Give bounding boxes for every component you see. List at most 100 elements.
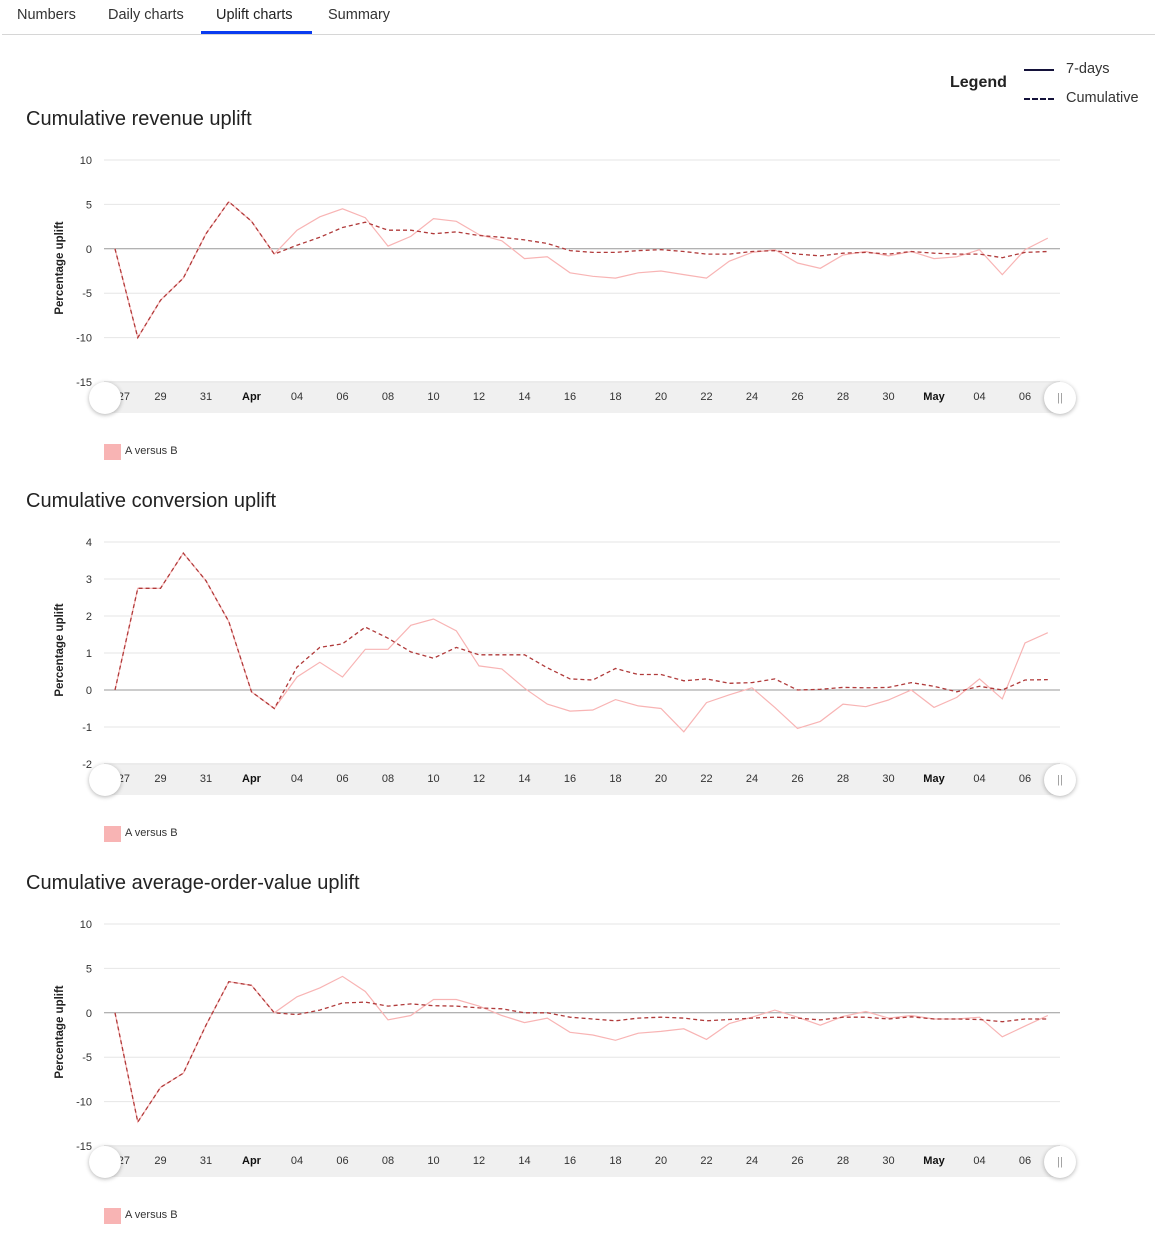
x-tick-label: 12 [473,773,485,785]
x-tick-label: 20 [655,1155,667,1167]
series-swatch-icon [104,444,121,460]
x-tick-label: 12 [473,1155,485,1167]
legend-title: Legend [950,74,1007,91]
x-tick-label: May [923,1155,945,1167]
range-selector[interactable] [104,381,1060,413]
x-tick-label: 20 [655,773,667,785]
x-tick-label: 04 [291,1155,303,1167]
x-tick-label: 24 [746,773,758,785]
tab-uplift-charts[interactable]: Uplift charts [201,0,312,34]
x-tick-label: 04 [973,391,985,403]
x-tick-label: 20 [655,391,667,403]
x-tick-label: 14 [518,773,530,785]
x-tick-label: 06 [1019,773,1031,785]
cumulative-series-line [114,551,1048,710]
x-tick-label: 18 [609,1155,621,1167]
legend-7-days-label: 7-days [1066,61,1110,77]
seven-days-series-line [114,552,1049,733]
y-tick-label: -1 [82,722,92,734]
tab-summary[interactable]: Summary [328,7,391,23]
line-style-legend: Legend 7-days Cumulative [948,56,1148,112]
x-tick-label: May [923,391,945,403]
y-tick-label: 4 [86,537,92,549]
range-handle-left[interactable] [89,1146,121,1178]
x-tick-label: 22 [700,773,712,785]
x-tick-label: Apr [242,391,262,403]
x-tick-label: May [923,773,945,785]
x-tick-label: Apr [242,773,262,785]
y-tick-label: 10 [80,919,92,931]
revenue-uplift-chart: Cumulative revenue uplift Percentage upli… [0,100,1157,482]
x-tick-label: 12 [473,391,485,403]
x-tick-label: 06 [336,1155,348,1167]
y-tick-label: -5 [82,288,92,300]
range-selector[interactable] [104,1145,1060,1177]
line-chart: 1050-5-10-15||272931Apr04060810121416182… [76,155,1060,403]
x-tick-label: 26 [791,391,803,403]
x-tick-label: 22 [700,391,712,403]
y-tick-label: 1 [86,648,92,660]
range-handle-right[interactable]: || [1044,1146,1076,1178]
x-tick-label: 08 [382,391,394,403]
x-tick-label: 26 [791,1155,803,1167]
x-tick-label: 16 [564,1155,576,1167]
x-tick-label: 26 [791,773,803,785]
chart-title: Cumulative conversion uplift [26,490,277,512]
y-tick-label: 0 [86,685,92,697]
chart-title: Cumulative average-order-value uplift [26,872,360,894]
y-tick-label: -15 [76,377,92,389]
x-tick-label: 04 [291,773,303,785]
x-tick-label: 30 [882,1155,894,1167]
series-swatch-icon [104,826,121,842]
line-chart: 1050-5-10-15||272931Apr04060810121416182… [76,919,1060,1167]
x-tick-label: 14 [518,391,530,403]
y-tick-label: -10 [76,333,92,345]
dashed-line-icon [1024,98,1054,100]
seven-days-series-line [114,200,1049,340]
y-tick-label: 5 [86,199,92,211]
x-tick-label: 30 [882,391,894,403]
x-tick-label: 31 [200,391,212,403]
chart-title: Cumulative revenue uplift [26,108,252,130]
x-tick-label: 31 [200,773,212,785]
range-handle-left[interactable] [89,382,121,414]
x-tick-label: 28 [837,1155,849,1167]
range-handle-right[interactable]: || [1044,382,1076,414]
tab-daily-charts[interactable]: Daily charts [108,7,184,23]
x-tick-label: 06 [336,773,348,785]
x-tick-label: 16 [564,773,576,785]
cumulative-series-line [114,980,1048,1124]
x-tick-label: 08 [382,1155,394,1167]
y-tick-label: 0 [86,244,92,256]
series-legend-label: A versus B [125,827,178,839]
tab-numbers[interactable]: Numbers [17,7,76,23]
x-tick-label: 18 [609,391,621,403]
x-tick-label: 10 [427,1155,439,1167]
range-selector[interactable] [104,763,1060,795]
cumulative-series-line [114,200,1048,340]
conversion-uplift-chart: Cumulative conversion uplift Percentage u… [0,482,1157,864]
y-tick-label: 3 [86,574,92,586]
series-legend-label: A versus B [125,445,178,457]
x-tick-label: Apr [242,1155,262,1167]
x-tick-label: 06 [1019,1155,1031,1167]
x-tick-label: 24 [746,1155,758,1167]
x-tick-label: 04 [973,1155,985,1167]
y-tick-label: -15 [76,1141,92,1153]
x-tick-label: 10 [427,773,439,785]
x-tick-label: 06 [336,391,348,403]
aov-uplift-chart: Cumulative average-order-value uplift Per… [0,864,1157,1246]
y-tick-label: 5 [86,963,92,975]
x-tick-label: 16 [564,391,576,403]
x-tick-label: 31 [200,1155,212,1167]
x-tick-label: 04 [291,391,303,403]
y-tick-label: 10 [80,155,92,167]
y-tick-label: -10 [76,1097,92,1109]
x-tick-label: 14 [518,1155,530,1167]
x-tick-label: 18 [609,773,621,785]
y-tick-label: -5 [82,1052,92,1064]
x-tick-label: 24 [746,391,758,403]
line-chart: 43210-1-2||272931Apr04060810121416182022… [82,537,1060,785]
range-handle-right[interactable]: || [1044,764,1076,796]
range-handle-left[interactable] [89,764,121,796]
